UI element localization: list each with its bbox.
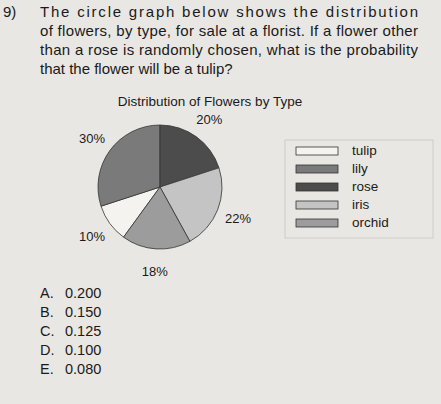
legend-swatch [296, 201, 338, 209]
choice-letter: C. [40, 323, 55, 339]
pie-slice [98, 125, 160, 206]
choice-value: 0.150 [65, 304, 101, 320]
choice-letter: A. [40, 285, 54, 301]
page: 9) The circle graph below shows the distr… [0, 0, 441, 404]
choice-value: 0.125 [65, 323, 101, 339]
legend-label: tulip [352, 143, 377, 158]
data-label: 18% [142, 264, 168, 279]
choice-value: 0.080 [65, 361, 101, 377]
choice-letter: D. [40, 342, 55, 358]
legend-label: iris [352, 197, 369, 212]
question-line: The circle graph below shows the distrib… [40, 3, 418, 20]
data-label: 30% [79, 131, 105, 146]
legend-label: lily [352, 161, 368, 176]
chart-title: Distribution of Flowers by Type [118, 94, 302, 109]
legend-label: orchid [352, 215, 389, 230]
legend-box [285, 140, 433, 238]
data-label: 10% [79, 229, 105, 244]
choice-letter: B. [40, 304, 54, 320]
legend-swatch [296, 165, 338, 173]
question-line: of flowers, by type, for sale at a flori… [40, 22, 418, 39]
pie-slice [124, 187, 190, 249]
data-label: 22% [225, 211, 251, 226]
data-label: 20% [196, 112, 222, 127]
legend-label: rose [352, 179, 378, 194]
choice-value: 0.100 [65, 342, 101, 358]
question-line: than a rose is randomly chosen, what is … [40, 41, 419, 58]
choice-letter: E. [40, 361, 54, 377]
question-line: that the flower will be a tulip? [40, 60, 233, 77]
legend-swatch [296, 219, 338, 227]
legend-swatch [296, 183, 338, 191]
choice-value: 0.200 [65, 285, 101, 301]
pie [98, 125, 222, 249]
question-number: 9) [3, 3, 16, 20]
legend-swatch [296, 147, 338, 155]
